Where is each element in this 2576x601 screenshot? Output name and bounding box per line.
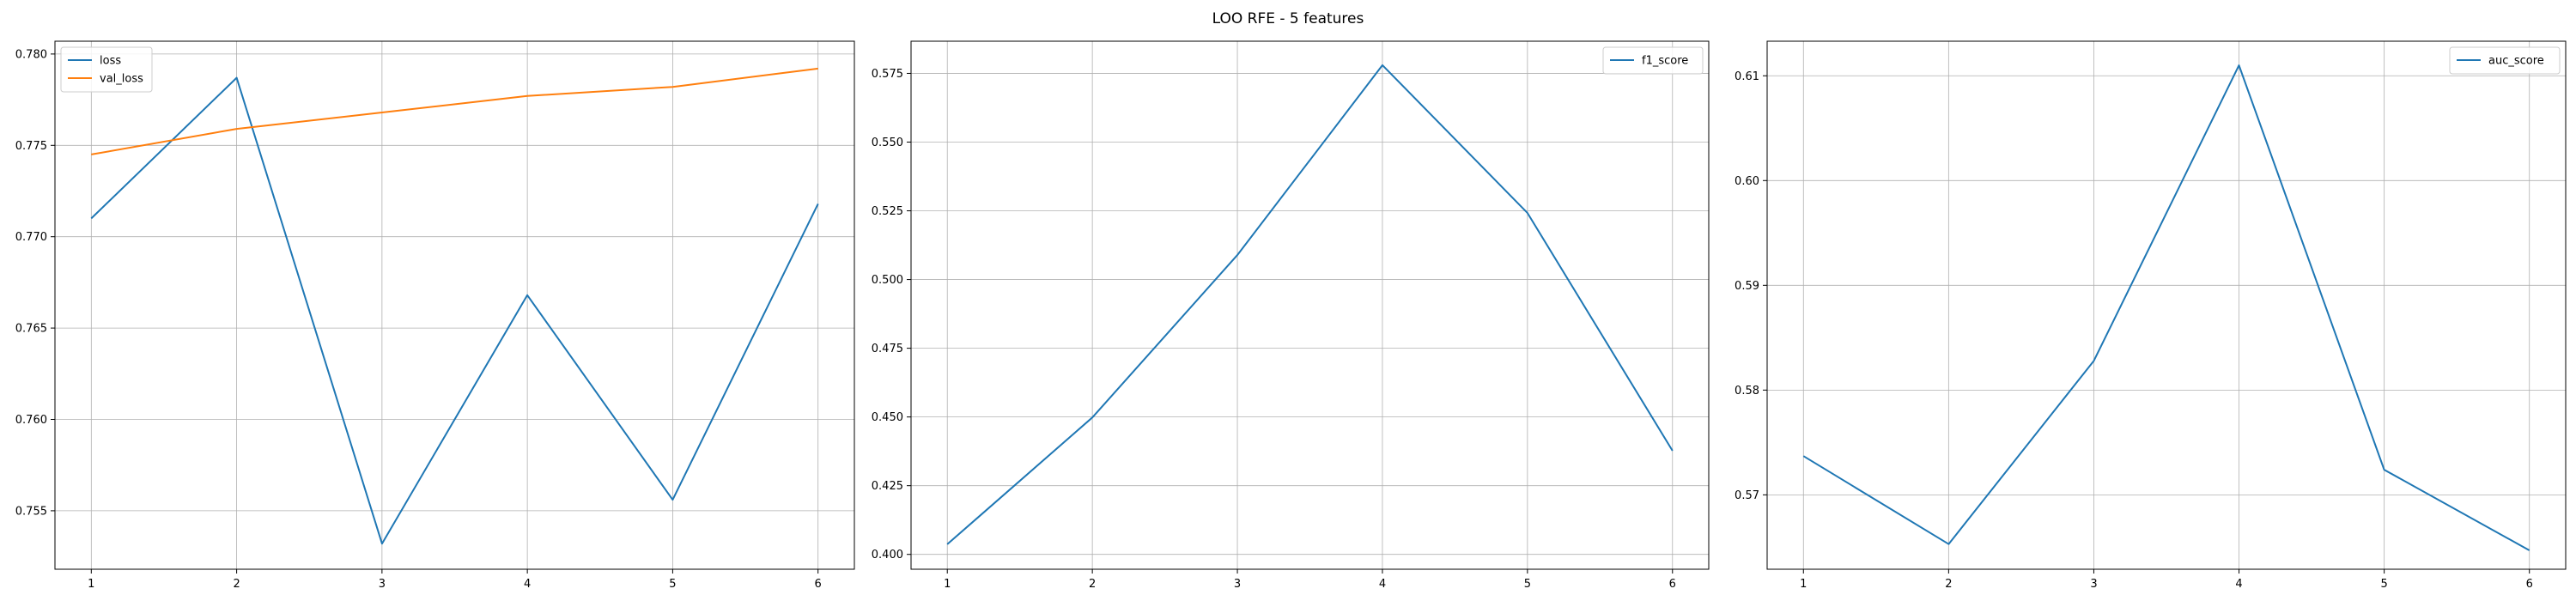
grid — [55, 41, 854, 569]
y-tick-label: 0.780 — [15, 48, 47, 61]
legend: f1_score — [1602, 46, 1704, 75]
series-line-auc-score — [1802, 64, 2530, 551]
y-tick-label: 0.57 — [1735, 489, 1759, 502]
x-tick-label: 4 — [1379, 578, 1386, 591]
y-tick-label: 0.58 — [1735, 385, 1759, 398]
y-tick-label: 0.61 — [1735, 70, 1759, 83]
x-tick-label: 3 — [2090, 578, 2097, 591]
x-tick-label: 6 — [2526, 578, 2533, 591]
legend-box — [60, 46, 153, 93]
x-tick-label: 2 — [1945, 578, 1952, 591]
figure-title: LOO RFE - 5 features — [1212, 10, 1364, 27]
x-tick-label: 6 — [815, 578, 822, 591]
y-tick-label: 0.770 — [15, 231, 47, 244]
axes-frame — [910, 40, 1710, 570]
x-tick-label: 4 — [2235, 578, 2242, 591]
grid — [911, 41, 1709, 569]
y-tick-label: 0.550 — [872, 137, 903, 149]
y-tick-label: 0.765 — [15, 323, 47, 336]
y-tick-label: 0.60 — [1735, 175, 1759, 188]
x-tick-label: 5 — [2380, 578, 2387, 591]
x-tick-label: 6 — [1669, 578, 1676, 591]
subplot-2: 1 2 3 4 5 6 0.400 0.425 0.450 0.475 0.500 0.525 0.55… — [872, 40, 1710, 591]
y-tick-label: 0.400 — [872, 549, 903, 562]
grid — [1767, 41, 2566, 569]
x-tick-label: 5 — [669, 578, 676, 591]
x-tick-label: 1 — [88, 578, 94, 591]
x-tick-label: 2 — [233, 578, 240, 591]
legend-label: auc_score — [2488, 55, 2544, 68]
axes-frame — [54, 40, 855, 570]
x-tick-label: 3 — [379, 578, 386, 591]
y-tick-label: 0.760 — [15, 414, 47, 427]
x-tick-label: 5 — [1524, 578, 1531, 591]
y-tick-label: 0.755 — [15, 505, 47, 518]
y-tick-label: 0.575 — [872, 68, 903, 81]
legend-label: f1_score — [1642, 55, 1688, 68]
y-tick-label: 0.450 — [872, 411, 903, 424]
y-tick-label: 0.59 — [1735, 280, 1759, 293]
axes-frame — [1766, 40, 2567, 570]
x-tick-label: 1 — [1800, 578, 1807, 591]
x-tick-label: 2 — [1089, 578, 1096, 591]
subplot-1: 1 2 3 4 5 6 0.755 0.760 0.765 0.770 0.775 0.780 loss… — [15, 40, 855, 591]
legend-label: val_loss — [100, 73, 143, 86]
y-tick-label: 0.525 — [872, 205, 903, 218]
y-tick-label: 0.775 — [15, 140, 47, 153]
subplot-3: 1 2 3 4 5 6 0.57 0.58 0.59 0.60 0.61 auc_score — [1735, 40, 2567, 591]
y-tick-label: 0.425 — [872, 480, 903, 493]
legend: auc_score — [2449, 46, 2561, 75]
series-line-f1-score — [946, 64, 1674, 545]
y-tick-label: 0.500 — [872, 274, 903, 287]
x-tick-label: 3 — [1234, 578, 1241, 591]
x-tick-label: 1 — [944, 578, 951, 591]
legend-box — [1602, 46, 1704, 75]
series-line-val-loss — [91, 67, 818, 155]
legend: loss val_loss — [60, 46, 153, 93]
legend-box — [2449, 46, 2561, 75]
series-line-loss — [90, 76, 819, 545]
x-tick-label: 4 — [524, 578, 531, 591]
legend-label: loss — [100, 55, 121, 68]
y-tick-label: 0.475 — [872, 343, 903, 355]
